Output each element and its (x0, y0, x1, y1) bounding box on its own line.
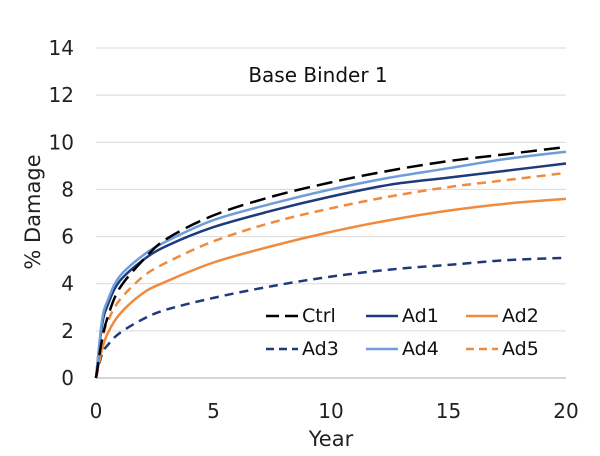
x-axis-title: Year (308, 427, 354, 451)
series-line-ad1 (94, 162, 567, 379)
legend-label-ad2: Ad2 (502, 305, 539, 327)
y-tick-label: 10 (49, 130, 74, 154)
y-tick-label: 6 (61, 225, 74, 249)
series (94, 145, 567, 379)
chart-title: Base Binder 1 (248, 63, 387, 87)
series-line-ad5 (94, 171, 567, 379)
y-tick-label: 2 (61, 319, 74, 343)
legend-label-ad1: Ad1 (402, 305, 439, 327)
x-tick-label: 10 (318, 399, 343, 423)
ticks: 0 2 4 6 8 10 12 14 0 5 10 15 20 (49, 36, 579, 423)
y-tick-label: 4 (61, 272, 74, 296)
x-tick-label: 15 (436, 399, 461, 423)
legend-label-ad3: Ad3 (302, 338, 339, 360)
legend-label-ad4: Ad4 (402, 338, 439, 360)
x-tick-label: 20 (553, 399, 578, 423)
y-tick-label: 14 (49, 36, 74, 60)
legend: Ctrl Ad1 Ad2 Ad3 Ad4 Ad5 (266, 305, 539, 360)
series-line-ad4 (94, 150, 567, 379)
legend-label-ad5: Ad5 (502, 338, 539, 360)
y-tick-label: 12 (49, 83, 74, 107)
series-line-ad2 (94, 197, 567, 379)
legend-label-ctrl: Ctrl (302, 305, 336, 327)
series-line-ad3 (94, 256, 567, 379)
y-tick-label: 8 (61, 177, 74, 201)
series-line-ctrl (94, 145, 567, 379)
y-tick-label: 0 (61, 366, 74, 390)
x-tick-label: 5 (207, 399, 220, 423)
x-tick-label: 0 (90, 399, 103, 423)
y-axis-title: % Damage (21, 154, 45, 269)
